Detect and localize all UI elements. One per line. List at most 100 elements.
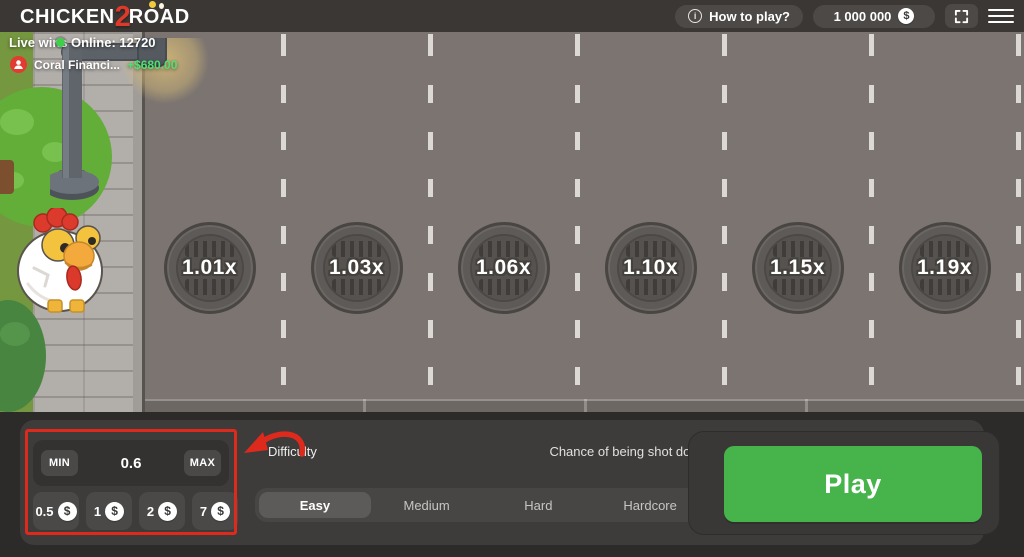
grate-slots-icon bbox=[478, 279, 529, 295]
road-lanes: 1.01x 1.03x 1.06x bbox=[136, 32, 1021, 412]
difficulty-tab[interactable]: Hardcore bbox=[594, 492, 706, 518]
logo-egg-decoration-icon bbox=[158, 2, 164, 9]
logo-chick-decoration-icon bbox=[148, 0, 156, 8]
winner-avatar-icon bbox=[10, 56, 27, 73]
bet-value: 0.6 bbox=[120, 454, 142, 472]
live-win-entry: Coral Financi... +$680.00 bbox=[10, 56, 177, 73]
grate-slots-icon bbox=[184, 241, 235, 257]
logo-text-road: ROAD bbox=[128, 5, 190, 28]
control-panel: MIN 0.6 MAX 0.5 $ 1 $ 2 $ 7 $ Difficulty… bbox=[20, 420, 1000, 545]
live-wins-label: Live wins bbox=[9, 35, 68, 50]
chicken-wattle bbox=[66, 265, 82, 291]
manhole-grate bbox=[324, 236, 389, 300]
grate-slots-icon bbox=[772, 279, 823, 295]
manhole-multiplier: 1.03x bbox=[310, 222, 403, 314]
manhole-grate bbox=[177, 236, 242, 300]
multiplier-label: 1.01x bbox=[181, 256, 238, 279]
manhole-multiplier: 1.19x bbox=[898, 222, 991, 314]
menu-button[interactable] bbox=[988, 4, 1014, 28]
multiplier-label: 1.19x bbox=[916, 256, 973, 279]
bet-max-button[interactable]: MAX bbox=[183, 450, 221, 476]
manhole-multiplier: 1.15x bbox=[751, 222, 844, 314]
top-bar: CHICKEN 2 ROAD i How to play? 1 000 000 $ bbox=[0, 0, 1024, 32]
manhole-multiplier: 1.10x bbox=[604, 222, 697, 314]
road-lane: 1.15x bbox=[724, 32, 874, 412]
dollar-coin-icon: $ bbox=[211, 501, 231, 521]
manhole-grate bbox=[618, 236, 683, 300]
fullscreen-button[interactable] bbox=[945, 4, 978, 28]
quick-bet-button[interactable]: 2 $ bbox=[139, 492, 185, 530]
lamp-head bbox=[137, 38, 167, 67]
online-count: Online: 12720 bbox=[71, 35, 156, 50]
difficulty-tabs: Easy Medium Hard Hardcore bbox=[255, 488, 710, 522]
multiplier-label: 1.15x bbox=[769, 256, 826, 279]
annotation-box bbox=[25, 429, 237, 535]
logo-text-chicken: CHICKEN bbox=[20, 5, 115, 28]
online-status-dot-icon bbox=[56, 38, 65, 47]
manhole-grate bbox=[765, 236, 830, 300]
balance-display[interactable]: 1 000 000 $ bbox=[813, 4, 935, 28]
online-counter: Online: 12720 bbox=[56, 35, 156, 50]
street-lamp bbox=[50, 38, 209, 200]
bet-amount-control: MIN 0.6 MAX bbox=[33, 440, 229, 486]
quick-bet-value: 1 bbox=[93, 503, 102, 519]
grate-slots-icon bbox=[331, 241, 382, 257]
road-lane: 1.01x bbox=[136, 32, 286, 412]
grate-slots-icon bbox=[625, 279, 676, 295]
quick-bet-value: 7 bbox=[199, 503, 208, 519]
quick-bet-buttons: 0.5 $ 1 $ 2 $ 7 $ bbox=[33, 492, 238, 530]
winner-name: Coral Financi... bbox=[34, 57, 121, 72]
how-to-play-button[interactable]: i How to play? bbox=[675, 4, 803, 28]
quick-bet-button[interactable]: 7 $ bbox=[192, 492, 238, 530]
difficulty-tab[interactable]: Hard bbox=[483, 492, 595, 518]
grate-slots-icon bbox=[331, 279, 382, 295]
chicken-character bbox=[17, 208, 103, 313]
quick-bet-button[interactable]: 0.5 $ bbox=[33, 492, 79, 530]
multiplier-label: 1.10x bbox=[622, 256, 679, 279]
info-icon: i bbox=[688, 9, 703, 23]
dollar-coin-icon: $ bbox=[57, 501, 77, 521]
chicken-foot bbox=[69, 299, 85, 313]
chicken-comb bbox=[33, 208, 79, 233]
grate-slots-icon bbox=[625, 241, 676, 257]
balance-value: 1 000 000 bbox=[833, 8, 892, 24]
grate-slots-icon bbox=[184, 279, 235, 295]
quick-bet-button[interactable]: 1 $ bbox=[86, 492, 132, 530]
quick-bet-value: 0.5 bbox=[35, 503, 54, 519]
road-lane: 1.10x bbox=[577, 32, 727, 412]
dollar-coin-icon: $ bbox=[105, 501, 125, 521]
dollar-coin-icon: $ bbox=[158, 501, 178, 521]
road-bottom-curb bbox=[145, 399, 1024, 412]
manhole-grate bbox=[912, 236, 977, 300]
difficulty-tab[interactable]: Medium bbox=[371, 492, 483, 518]
grate-slots-icon bbox=[478, 241, 529, 257]
logo-number-2: 2 bbox=[114, 0, 131, 33]
grate-slots-icon bbox=[919, 241, 970, 257]
tree-trunk bbox=[0, 160, 14, 194]
how-to-play-label: How to play? bbox=[709, 8, 790, 24]
difficulty-tab[interactable]: Easy bbox=[259, 492, 371, 518]
winner-amount: +$680.00 bbox=[127, 57, 178, 72]
tree bbox=[0, 87, 112, 227]
play-button[interactable]: Play bbox=[724, 446, 982, 522]
game-logo: CHICKEN 2 ROAD bbox=[20, 0, 190, 33]
multiplier-label: 1.03x bbox=[328, 256, 385, 279]
chance-of-being-shot-down-label: Chance of being shot down bbox=[549, 444, 707, 459]
multiplier-label: 1.06x bbox=[475, 256, 532, 279]
road-lane: 1.06x bbox=[430, 32, 580, 412]
fullscreen-icon bbox=[954, 9, 969, 23]
curb bbox=[133, 32, 145, 412]
road-lane: 1.03x bbox=[283, 32, 433, 412]
difficulty-label: Difficulty bbox=[268, 444, 317, 459]
manhole-grate bbox=[471, 236, 536, 300]
road-lane: 1.19x bbox=[871, 32, 1021, 412]
dollar-coin-icon: $ bbox=[898, 8, 915, 24]
grate-slots-icon bbox=[919, 279, 970, 295]
manhole-multiplier: 1.06x bbox=[457, 222, 550, 314]
bet-min-button[interactable]: MIN bbox=[41, 450, 78, 476]
quick-bet-value: 2 bbox=[146, 503, 155, 519]
manhole-multiplier: 1.01x bbox=[163, 222, 256, 314]
grate-slots-icon bbox=[772, 241, 823, 257]
play-button-container: Play bbox=[688, 431, 1000, 535]
